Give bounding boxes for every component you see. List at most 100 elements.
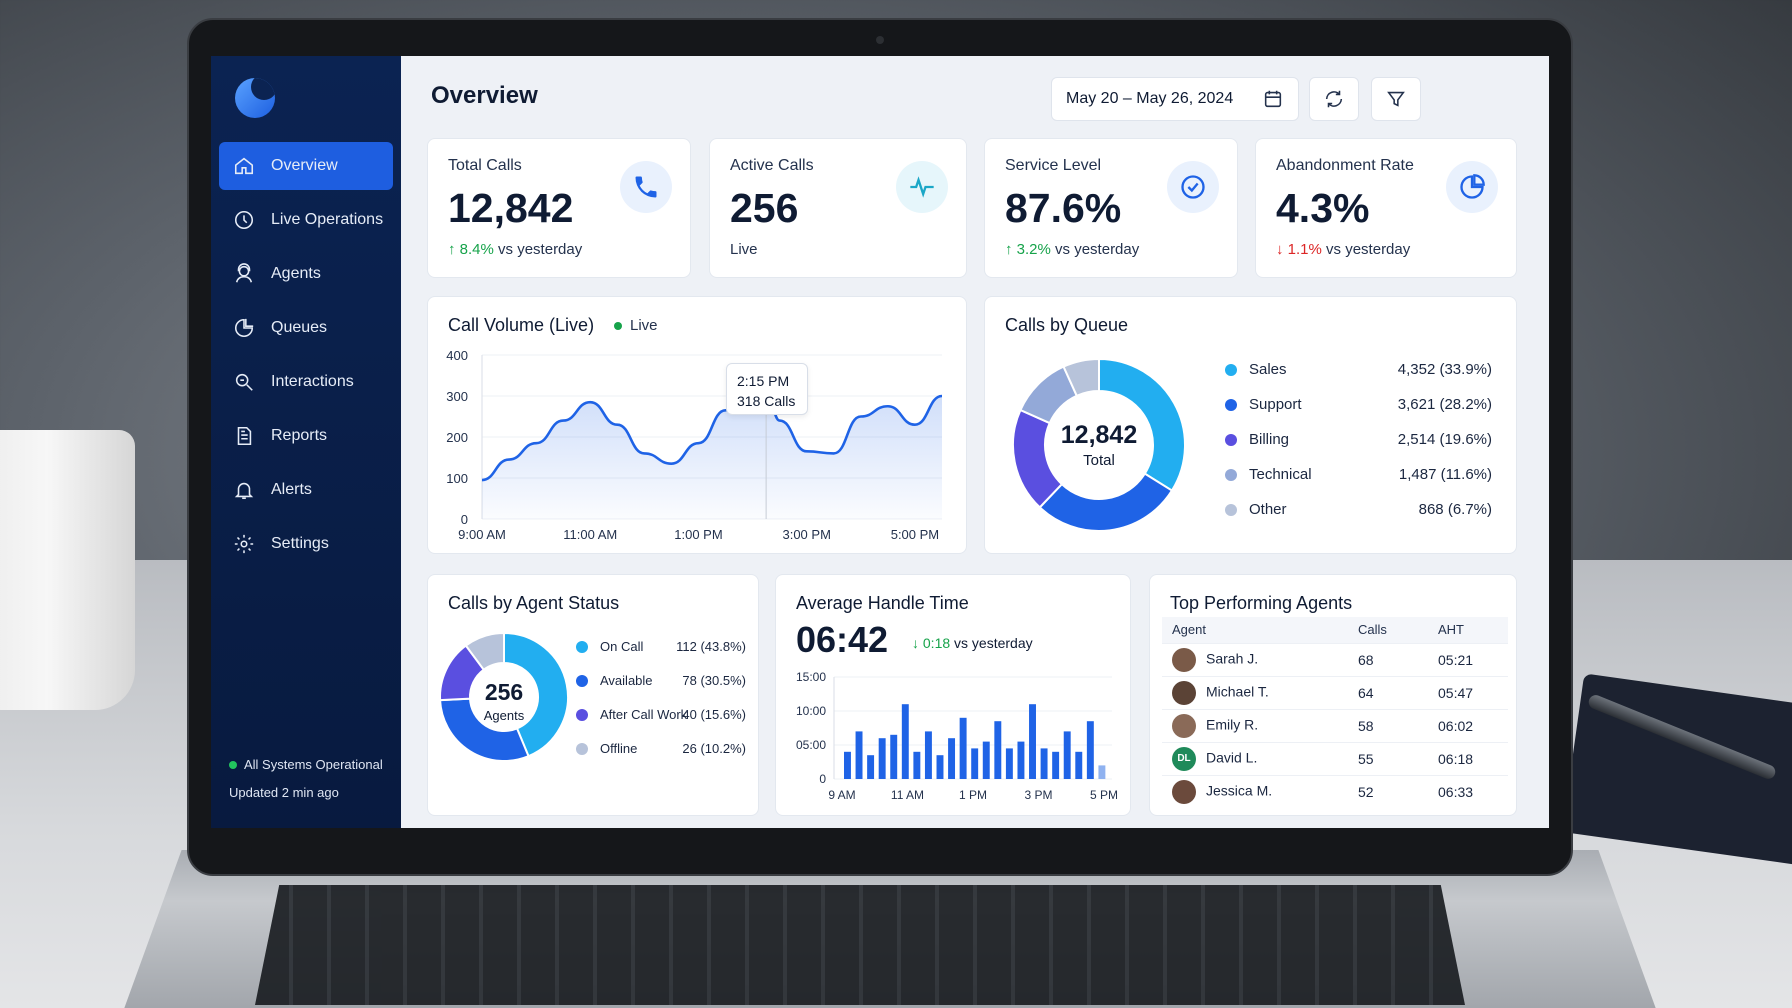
aht-bar[interactable] <box>1098 765 1106 779</box>
sidebar-item-settings[interactable]: Settings <box>219 520 393 568</box>
table-row[interactable]: Jessica M. 52 06:33 <box>1162 774 1508 808</box>
agent-aht: 06:02 <box>1428 708 1508 742</box>
sidebar-item-queues[interactable]: Queues <box>219 304 393 352</box>
aht-bar[interactable] <box>867 755 875 779</box>
legend-item[interactable]: Other <box>1225 501 1287 518</box>
aht-bar[interactable] <box>1086 721 1094 779</box>
column-header-aht[interactable]: AHT <box>1428 617 1508 643</box>
kpi-card-service-level[interactable]: Service Level 87.6% ↑ 3.2% vs yesterday <box>984 138 1238 278</box>
legend-item[interactable]: Sales <box>1225 361 1287 378</box>
aht-bar[interactable] <box>971 748 979 779</box>
kpi-value: 12,842 <box>448 185 574 231</box>
aht-delta: ↓ 0:18 vs yesterday <box>912 635 1033 651</box>
queue-donut-chart[interactable] <box>999 345 1199 545</box>
system-status: All Systems Operational Updated 2 min ag… <box>229 751 383 807</box>
aht-bar[interactable] <box>913 751 921 779</box>
aht-bar[interactable] <box>901 704 909 779</box>
agent-total-label: Agents <box>483 708 525 723</box>
agent-name: Michael T. <box>1206 683 1269 700</box>
status-dot-icon <box>229 761 237 769</box>
laptop-screen: Overview Live Operations Agents Queues Inter… <box>211 56 1549 828</box>
kpi-card-total-calls[interactable]: Total Calls 12,842 ↑ 8.4% vs yesterday <box>427 138 691 278</box>
table-row[interactable]: Sarah J. 68 05:21 <box>1162 642 1508 676</box>
sidebar-item-interactions[interactable]: Interactions <box>219 358 393 406</box>
aht-bar-chart[interactable]: 0 05:00 10:00 15:00 9 AM 11 AM 1 PM 3 PM 5 PM <box>776 575 1132 817</box>
tooltip-value: 318 Calls <box>737 393 796 409</box>
aht-bar[interactable] <box>844 751 851 779</box>
agent-cell: Sarah J. <box>1162 642 1348 676</box>
aht-bar[interactable] <box>1052 751 1060 779</box>
legend-swatch <box>576 674 588 687</box>
pie-icon <box>233 317 255 339</box>
sidebar-item-label: Live Operations <box>271 211 384 228</box>
legend-value: 112 (43.8%) <box>676 639 746 654</box>
legend-item[interactable]: Support <box>1225 396 1302 413</box>
status-slice-available[interactable] <box>439 697 530 762</box>
kpi-card-active-calls[interactable]: Active Calls 256 Live <box>709 138 967 278</box>
aht-bar[interactable] <box>994 721 1002 779</box>
series-line[interactable] <box>481 387 943 482</box>
kpi-value: 87.6% <box>1005 185 1122 231</box>
sidebar-item-live-operations[interactable]: Live Operations <box>219 196 393 244</box>
aht-bar[interactable] <box>924 731 932 779</box>
aht-bar[interactable] <box>890 734 898 779</box>
sidebar-item-reports[interactable]: Reports <box>219 412 393 460</box>
table-row[interactable]: Emily R. 58 06:02 <box>1162 708 1508 742</box>
table-row[interactable]: Michael T. 64 05:47 <box>1162 675 1508 709</box>
sidebar-item-overview[interactable]: Overview <box>219 142 393 190</box>
keyboard <box>255 885 1465 1005</box>
agent-calls: 55 <box>1348 741 1428 775</box>
legend-item[interactable]: Offline <box>576 741 637 756</box>
calls-by-queue-card: Calls by Queue 12,842 Total Sales 4,352 (… <box>984 296 1517 554</box>
aht-bar[interactable] <box>959 717 967 779</box>
column-header-calls[interactable]: Calls <box>1348 617 1428 643</box>
status-slice-on-call[interactable] <box>503 631 569 758</box>
call-volume-title: Call Volume (Live) <box>448 315 595 335</box>
aht-bar[interactable] <box>982 741 990 779</box>
aht-delta-note: vs yesterday <box>954 635 1033 651</box>
column-header-agent[interactable]: Agent <box>1162 617 1348 643</box>
agent-status-center: 256 Agents <box>434 679 574 723</box>
sidebar-item-label: Overview <box>271 157 338 174</box>
sidebar-item-label: Alerts <box>271 481 312 498</box>
call-volume-chart[interactable]: 0 100 200 300 400 9:00 AM 11:00 AM 1:00 PM 3:00 … <box>428 297 968 555</box>
legend-item[interactable]: Billing <box>1225 431 1289 448</box>
kpi-delta-note: vs yesterday <box>498 241 583 258</box>
aht-bar[interactable] <box>936 755 944 779</box>
legend-item[interactable]: Available <box>576 673 653 688</box>
legend-item[interactable]: On Call <box>576 639 643 654</box>
aht-bar[interactable] <box>948 738 956 779</box>
status-slice-offline[interactable] <box>464 631 505 672</box>
queue-total-label: Total <box>1083 452 1115 469</box>
refresh-button[interactable] <box>1309 77 1359 121</box>
date-range-picker[interactable]: May 20 – May 26, 2024 <box>1051 77 1299 121</box>
agent-cell: Michael T. <box>1162 675 1348 709</box>
agent-status-donut-chart[interactable] <box>434 627 574 767</box>
aht-bar[interactable] <box>878 738 886 779</box>
aht-bar[interactable] <box>1017 741 1025 779</box>
legend-item[interactable]: After Call Work <box>576 707 687 722</box>
aht-bar[interactable] <box>1029 704 1036 779</box>
filter-button[interactable] <box>1371 77 1421 121</box>
aht-bar[interactable] <box>1075 751 1083 779</box>
aht-bar[interactable] <box>855 731 863 779</box>
aht-bar[interactable] <box>1040 748 1048 779</box>
x-tick-label: 1:00 PM <box>674 527 722 542</box>
queue-slice-other[interactable] <box>1062 357 1100 398</box>
brand-logo[interactable] <box>235 78 275 118</box>
legend-label: After Call Work <box>600 707 688 722</box>
table-row[interactable]: DL David L. 55 06:18 <box>1162 741 1508 775</box>
aht-bar[interactable] <box>1005 748 1013 779</box>
kpi-card-abandonment-rate[interactable]: Abandonment Rate 4.3% ↓ 1.1% vs yesterda… <box>1255 138 1517 278</box>
legend-label: Sales <box>1249 361 1287 378</box>
legend-item[interactable]: Technical <box>1225 466 1312 483</box>
sidebar-item-label: Queues <box>271 319 328 336</box>
sidebar-item-agents[interactable]: Agents <box>219 250 393 298</box>
queue-slice-sales[interactable] <box>1098 357 1186 492</box>
legend-value: 78 (30.5%) <box>682 673 746 688</box>
pie-chart-icon <box>1446 161 1498 213</box>
sidebar-item-alerts[interactable]: Alerts <box>219 466 393 514</box>
aht-bar[interactable] <box>1063 731 1071 779</box>
agent-icon <box>233 263 255 285</box>
y-tick-label: 100 <box>446 471 468 486</box>
